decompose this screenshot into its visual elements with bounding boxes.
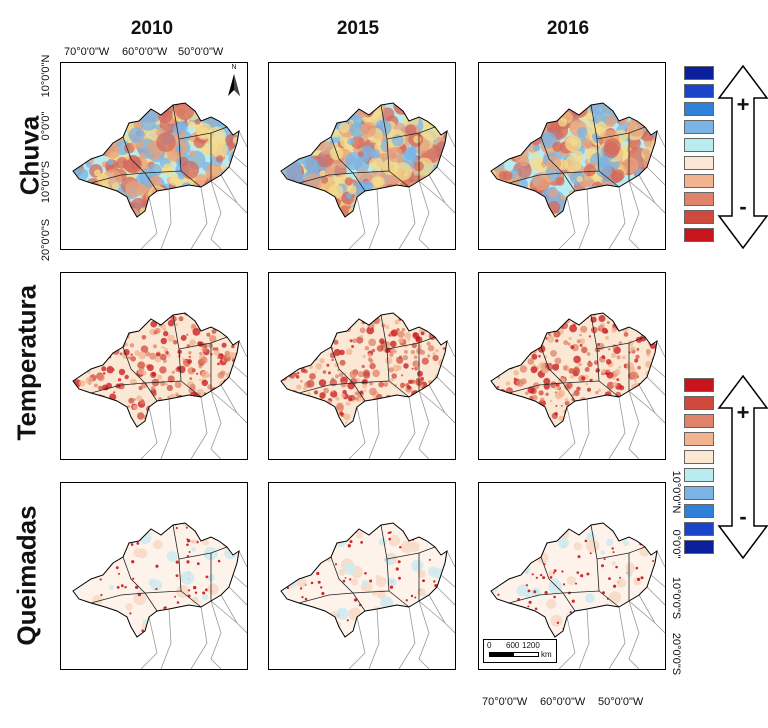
legend-top-swatch-10 [684, 228, 714, 242]
legend-bottom-swatch-9 [684, 522, 714, 536]
double-arrow-icon-top [716, 64, 768, 250]
scale-tick-600: 600 [506, 641, 520, 650]
lat-label-10s: 10°0'0"S [40, 160, 52, 204]
lon-label-bottom-50w: 50°0'0"W [598, 696, 644, 708]
lon-label-70w: 70°0'0"W [64, 46, 110, 58]
legend-top-swatch-2 [684, 84, 714, 98]
legend-bottom-swatch-8 [684, 504, 714, 518]
legend-top-swatch-8 [684, 192, 714, 206]
map-queimadas-2010 [60, 482, 248, 670]
scale-tick-0: 0 [487, 641, 492, 650]
legend-top-swatch-7 [684, 174, 714, 188]
map-temperatura-2016 [478, 272, 666, 460]
legend-bottom-plus: + [736, 400, 750, 425]
legend-top-swatch-9 [684, 210, 714, 224]
lat-label-right-10n: 10°0'0"N [670, 470, 682, 514]
legend-bottom-swatch-4 [684, 432, 714, 446]
row-title-temperatura: Temperatura [11, 284, 42, 441]
legend-top-swatch-1 [684, 66, 714, 80]
column-title-2015: 2015 [336, 18, 380, 39]
north-arrow-icon: N [226, 64, 242, 100]
scale-bar: 0 600 1200 km [483, 639, 557, 663]
legend-bottom-swatch-6 [684, 468, 714, 482]
lat-label-right-20s: 20°0'0"S [670, 632, 682, 676]
legend-bottom-swatch-10 [684, 540, 714, 554]
legend-top-swatch-3 [684, 102, 714, 116]
map-chuva-2015 [268, 62, 456, 250]
lat-label-right-0: 0°0'0" [670, 529, 682, 559]
legend-top-swatch-4 [684, 120, 714, 134]
legend-bottom-minus: - [739, 504, 747, 529]
map-queimadas-2015 [268, 482, 456, 670]
map-queimadas-2016 [478, 482, 666, 670]
double-arrow-icon-bottom [716, 374, 768, 560]
lat-label-right-10s: 10°0'0"S [670, 576, 682, 620]
column-title-2016: 2016 [546, 18, 590, 39]
map-chuva-2010 [60, 62, 248, 250]
map-temperatura-2015 [268, 272, 456, 460]
legend-bottom-swatch-5 [684, 450, 714, 464]
north-label: N [231, 64, 237, 71]
map-temperatura-2010 [60, 272, 248, 460]
legend-bottom-swatch-3 [684, 414, 714, 428]
lat-label-0: 0°0'0" [40, 111, 52, 141]
column-title-2010: 2010 [130, 18, 174, 39]
legend-bottom-swatch-1 [684, 378, 714, 392]
map-chuva-2016 [478, 62, 666, 250]
lon-label-50w: 50°0'0"W [178, 46, 224, 58]
scale-tick-1200: 1200 [522, 641, 540, 650]
lon-label-bottom-70w: 70°0'0"W [482, 696, 528, 708]
lat-label-20s: 20°0'0"S [40, 218, 52, 262]
scale-bar-graphic [489, 652, 539, 657]
legend-top-plus: + [736, 92, 750, 117]
scale-unit: km [541, 650, 552, 659]
legend-top-minus: - [739, 194, 747, 219]
lon-label-60w: 60°0'0"W [122, 46, 168, 58]
row-title-queimadas: Queimadas [11, 505, 42, 646]
legend-bottom-swatch-7 [684, 486, 714, 500]
legend-bottom-swatch-2 [684, 396, 714, 410]
lon-label-bottom-60w: 60°0'0"W [540, 696, 586, 708]
legend-top-swatch-6 [684, 156, 714, 170]
legend-top-swatch-5 [684, 138, 714, 152]
